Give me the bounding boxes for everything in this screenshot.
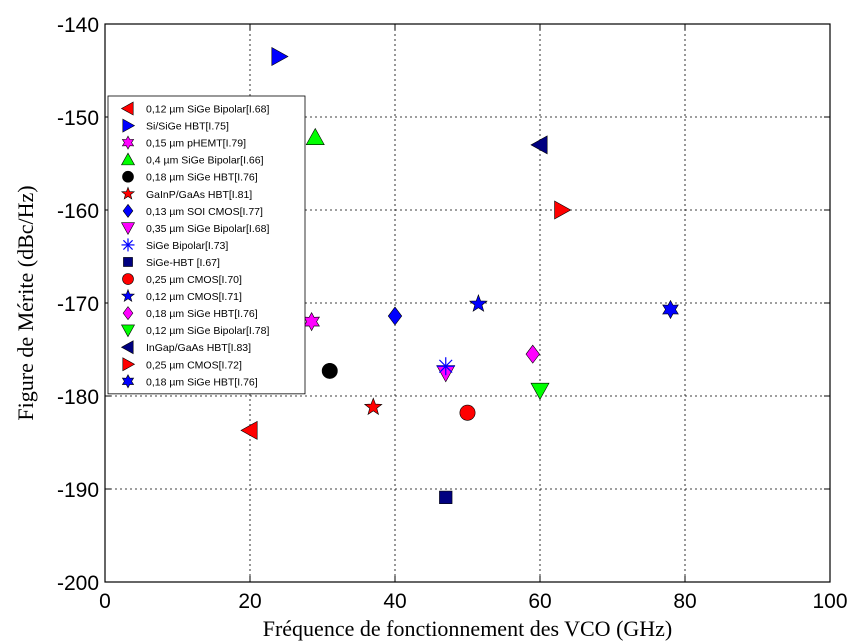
data-point	[271, 47, 289, 67]
legend-entry-label: 0,12 µm CMOS[I.71]	[146, 291, 242, 303]
y-tick-label: -200	[57, 572, 99, 595]
data-points	[240, 47, 679, 504]
legend-entry-label: 0,4 µm SiGe Bipolar[I.66]	[146, 155, 264, 167]
legend-entry-label: 0,15 µm pHEMT[I.79]	[146, 138, 246, 150]
legend-entry-label: 0,18 µm SiGe HBT[I.76]	[146, 308, 258, 320]
legend-marker	[122, 118, 136, 133]
data-point	[305, 127, 325, 145]
x-tick-label: 80	[673, 590, 696, 613]
y-tick-label: -170	[57, 293, 99, 316]
y-tick-label: -180	[57, 386, 99, 409]
x-axis-label: Fréquence de fonctionnement des VCO (GHz…	[263, 616, 673, 641]
data-point	[240, 420, 258, 440]
y-tick-label: -140	[57, 14, 99, 37]
data-point	[303, 311, 320, 332]
legend-marker	[122, 273, 134, 285]
data-point	[525, 344, 540, 364]
legend-entry-label: 0,18 µm SiGe HBT[I.76]	[146, 172, 258, 184]
data-point	[321, 362, 338, 379]
legend-entry-label: 0,35 µm SiGe Bipolar[I.68]	[146, 223, 269, 235]
legend-entry-label: 0,18 µm SiGe HBT[I.76]	[146, 376, 258, 388]
legend-marker	[122, 306, 134, 321]
data-point	[468, 294, 488, 312]
legend-marker	[120, 101, 134, 116]
legend-entry-label: SiGe-HBT [I.67]	[146, 257, 220, 269]
y-axis-label: Figure de Mérite (dBc/Hz)	[13, 185, 38, 420]
legend-marker	[122, 203, 134, 218]
legend-entry-label: 0,25 µm CMOS[I.70]	[146, 274, 242, 286]
legend-entry-label: 0,25 µm CMOS[I.72]	[146, 359, 242, 371]
legend-marker	[120, 152, 136, 166]
legend-marker	[121, 238, 135, 252]
data-point	[436, 357, 455, 376]
legend-entry-label: 0,13 µm SOI CMOS[I.77]	[146, 206, 263, 218]
x-tick-label: 0	[99, 590, 111, 613]
x-tick-label: 20	[238, 590, 261, 613]
data-point	[662, 299, 679, 320]
y-tick-label: -150	[57, 107, 99, 130]
x-tick-label: 40	[383, 590, 406, 613]
legend-entry-label: SiGe Bipolar[I.73]	[146, 240, 228, 252]
legend-marker	[121, 374, 135, 389]
data-point	[459, 404, 476, 421]
axis-ticks: 0 20 40 60 80 100 -140 -150 -160 -170 -180 -190 -200	[57, 14, 848, 613]
data-point	[387, 306, 403, 326]
legend-entry-label: Si/SiGe HBT[I.75]	[146, 121, 229, 133]
legend-entry-label: InGap/GaAs HBT[I.83]	[146, 342, 251, 354]
x-tick-label: 60	[528, 590, 551, 613]
legend-marker	[120, 340, 134, 355]
data-point	[530, 135, 548, 155]
legend-entry-label: 0,12 µm SiGe Bipolar[I.78]	[146, 325, 269, 337]
legend-box	[107, 95, 306, 395]
x-tick-label: 100	[812, 590, 847, 613]
legend-entry-label: 0,12 µm SiGe Bipolar[I.68]	[146, 104, 269, 116]
legend-marker	[120, 288, 136, 302]
legend-marker	[120, 222, 136, 235]
y-tick-label: -160	[57, 200, 99, 223]
legend-marker	[122, 357, 136, 372]
data-point	[554, 200, 572, 220]
data-point	[439, 490, 453, 504]
legend-marker	[120, 186, 136, 200]
legend-entry-label: GaInP/GaAs HBT[I.81]	[146, 189, 252, 201]
data-point	[530, 382, 550, 401]
legend-marker	[120, 324, 136, 338]
y-tick-label: -190	[57, 479, 99, 502]
legend: 0,12 µm SiGe Bipolar[I.68] Si/SiGe HBT[I.…	[107, 95, 306, 395]
data-point	[363, 397, 383, 416]
legend-marker	[121, 135, 135, 150]
legend-marker	[122, 170, 134, 183]
legend-marker	[123, 257, 133, 267]
